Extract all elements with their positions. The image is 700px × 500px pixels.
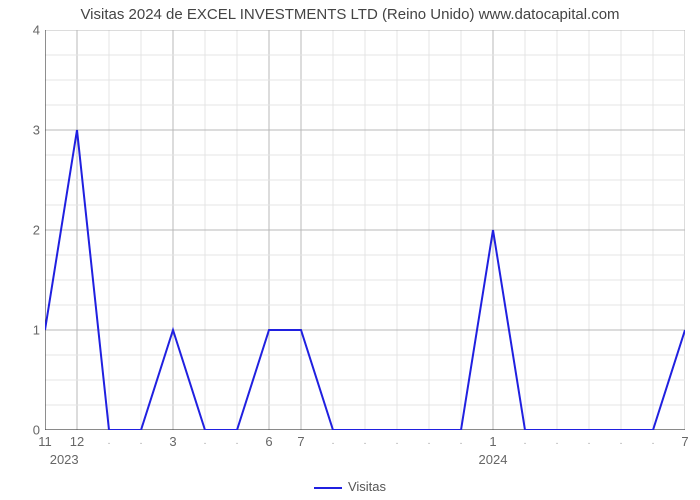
x-tick-minor: . — [588, 436, 591, 447]
chart-title: Visitas 2024 de EXCEL INVESTMENTS LTD (R… — [0, 6, 700, 23]
x-year-label: 2023 — [50, 452, 79, 467]
x-tick-label: 7 — [297, 434, 304, 449]
x-tick-minor: . — [652, 436, 655, 447]
x-tick-label: 11 — [38, 434, 52, 449]
chart-title-link[interactable]: www.datocapital.com — [479, 6, 620, 23]
x-tick-label: 1 — [489, 434, 496, 449]
x-tick-minor: . — [556, 436, 559, 447]
x-tick-minor: . — [108, 436, 111, 447]
x-tick-label: 7 — [681, 434, 688, 449]
x-tick-minor: . — [396, 436, 399, 447]
x-tick-minor: . — [460, 436, 463, 447]
x-tick-minor: . — [364, 436, 367, 447]
chart-container: Visitas 2024 de EXCEL INVESTMENTS LTD (R… — [0, 0, 700, 500]
x-tick-minor: . — [332, 436, 335, 447]
x-tick-label: 3 — [169, 434, 176, 449]
x-tick-minor: . — [428, 436, 431, 447]
x-tick-minor: . — [524, 436, 527, 447]
legend-label: Visitas — [348, 479, 386, 494]
x-tick-minor: . — [204, 436, 207, 447]
x-tick-minor: . — [620, 436, 623, 447]
y-tick-label: 1 — [25, 323, 40, 338]
x-year-label: 2024 — [479, 452, 508, 467]
y-tick-label: 2 — [25, 223, 40, 238]
y-tick-label: 3 — [25, 123, 40, 138]
x-tick-label: 6 — [265, 434, 272, 449]
x-tick-minor: . — [140, 436, 143, 447]
legend-swatch — [314, 487, 342, 489]
legend: Visitas — [0, 479, 700, 494]
y-tick-label: 4 — [25, 23, 40, 38]
plot-svg — [45, 30, 685, 430]
plot-area — [45, 30, 685, 430]
x-tick-minor: . — [236, 436, 239, 447]
chart-title-prefix: Visitas 2024 de EXCEL INVESTMENTS LTD (R… — [80, 6, 478, 23]
x-tick-label: 12 — [70, 434, 84, 449]
